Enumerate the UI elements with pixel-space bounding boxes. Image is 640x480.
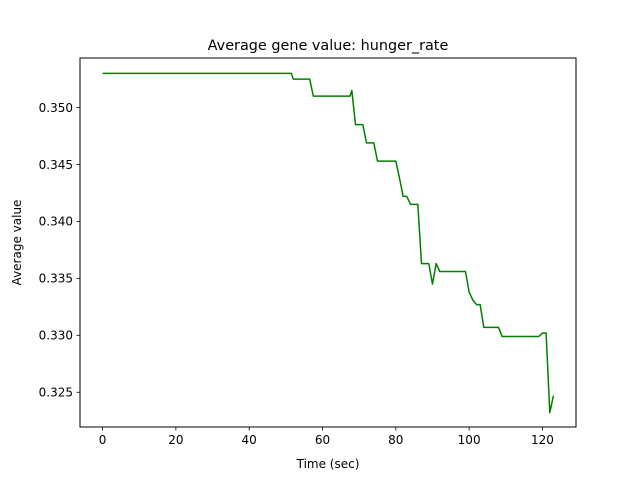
y-tick-label: 0.330 [39,329,73,343]
x-tick-label: 100 [458,433,481,447]
y-tick-label: 0.335 [39,272,73,286]
y-tick-label: 0.350 [39,101,73,115]
x-axis: 0 20 40 60 80 100 120 [99,427,554,447]
y-axis: 0.325 0.330 0.335 0.340 0.345 0.350 [39,101,80,400]
plot-area [102,72,555,414]
x-tick-label: 60 [315,433,330,447]
x-tick-label: 0 [99,433,107,447]
x-tick-label: 20 [168,433,183,447]
x-tick-label: 120 [531,433,554,447]
series-line [102,72,555,414]
y-axis-label: Average value [10,200,24,286]
x-tick-label: 80 [388,433,403,447]
plot-frame [79,57,577,428]
y-tick-label: 0.345 [39,158,73,172]
x-axis-label: Time (sec) [296,457,360,471]
chart-title: Average gene value: hunger_rate [208,38,449,54]
y-tick-label: 0.340 [39,215,73,229]
y-tick-label: 0.325 [39,386,73,400]
x-tick-label: 40 [242,433,257,447]
